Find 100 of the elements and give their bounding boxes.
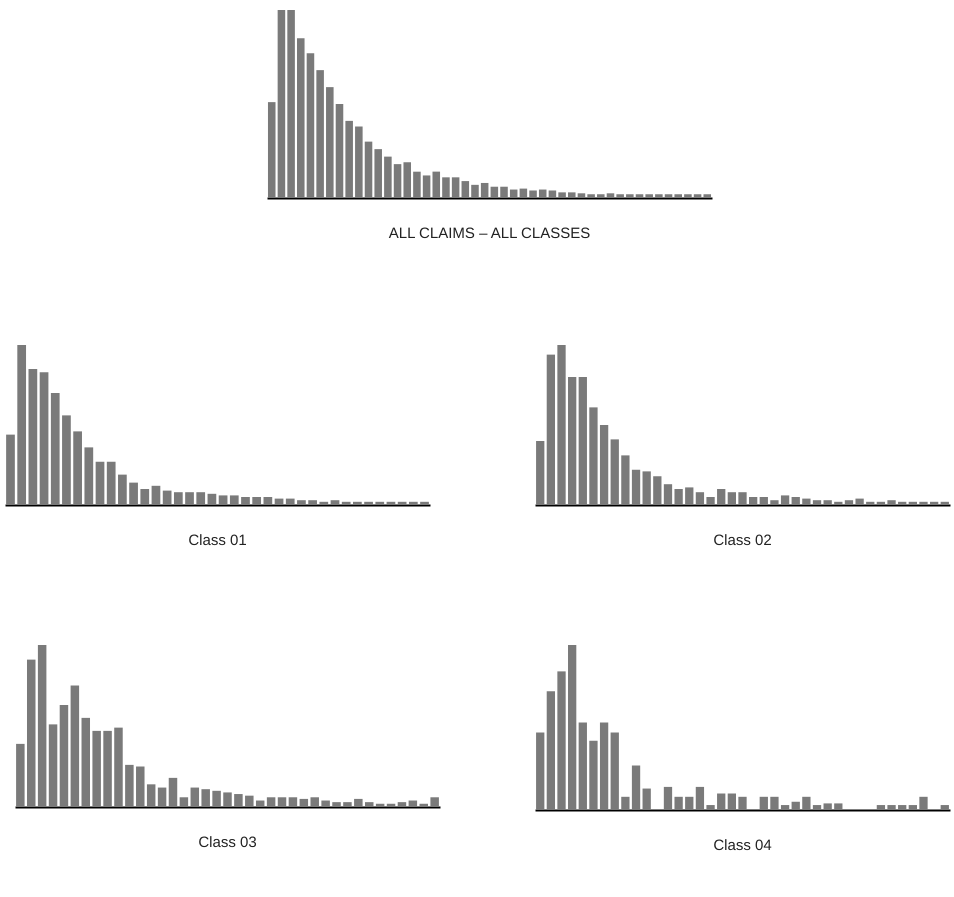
bar xyxy=(760,497,768,505)
bar xyxy=(589,740,598,810)
bar xyxy=(706,805,715,810)
bar xyxy=(430,797,439,807)
bar xyxy=(748,497,758,505)
bar xyxy=(28,369,38,505)
bar xyxy=(286,498,295,505)
bar xyxy=(374,149,382,198)
bar xyxy=(685,487,694,505)
bar xyxy=(300,798,308,807)
bar xyxy=(578,377,587,505)
bar xyxy=(442,177,450,198)
bar xyxy=(408,502,418,505)
bar xyxy=(118,474,127,505)
bar xyxy=(241,497,250,505)
bar xyxy=(802,796,811,810)
bar xyxy=(792,497,800,505)
bar xyxy=(6,434,15,505)
bar xyxy=(876,502,886,505)
bar xyxy=(876,805,886,810)
bar xyxy=(96,462,104,505)
bar xyxy=(728,492,736,505)
bar xyxy=(626,194,634,198)
bar xyxy=(738,492,747,505)
bar xyxy=(278,797,286,807)
bar xyxy=(398,502,406,505)
text: Class 01 xyxy=(188,532,247,549)
bar xyxy=(343,802,352,807)
bar xyxy=(413,172,421,198)
bar xyxy=(645,194,653,198)
bar xyxy=(600,425,608,505)
bar xyxy=(824,500,832,505)
bar xyxy=(908,805,917,810)
bar xyxy=(16,744,25,807)
bar xyxy=(223,792,232,807)
bar xyxy=(834,803,842,810)
bar xyxy=(422,175,430,198)
bar xyxy=(196,492,206,505)
bar xyxy=(146,784,156,807)
bar xyxy=(536,441,544,505)
bar xyxy=(655,194,663,198)
text: Class 02 xyxy=(713,532,772,549)
bar xyxy=(420,804,428,807)
bar xyxy=(940,805,949,810)
bar xyxy=(490,186,498,198)
bar xyxy=(462,181,470,198)
bar xyxy=(520,188,528,198)
bar xyxy=(354,798,363,807)
bar xyxy=(398,802,406,807)
bar xyxy=(310,797,319,807)
bar xyxy=(696,786,704,810)
bar xyxy=(636,194,644,198)
bar xyxy=(706,497,715,505)
bar xyxy=(266,797,276,807)
bar xyxy=(190,788,200,807)
bar xyxy=(642,788,651,810)
bar xyxy=(353,502,362,505)
bar xyxy=(386,804,396,807)
bar xyxy=(780,805,790,810)
bar xyxy=(653,476,662,505)
bar xyxy=(140,489,150,505)
bar xyxy=(546,354,556,505)
bar xyxy=(355,126,363,198)
bar xyxy=(632,765,640,810)
bar xyxy=(386,502,396,505)
bar xyxy=(558,192,566,198)
bar xyxy=(780,495,790,505)
bar xyxy=(364,802,374,807)
bar xyxy=(316,70,324,198)
bar xyxy=(621,455,630,505)
bar xyxy=(125,764,134,807)
bar xyxy=(684,194,692,198)
bar xyxy=(40,372,48,505)
bar xyxy=(252,497,262,505)
bar xyxy=(60,704,68,807)
bar xyxy=(136,766,145,807)
bar xyxy=(306,53,314,198)
bar xyxy=(557,671,566,810)
bar xyxy=(600,722,608,810)
bar xyxy=(855,498,864,505)
bar xyxy=(106,462,116,505)
bar xyxy=(919,796,928,810)
bar xyxy=(342,502,351,505)
bar xyxy=(589,407,598,505)
bar xyxy=(48,724,58,807)
bar xyxy=(432,172,440,198)
bar xyxy=(297,38,305,198)
bar xyxy=(73,431,82,505)
bar xyxy=(180,797,188,807)
bar xyxy=(568,377,576,505)
bar xyxy=(274,498,284,505)
bar xyxy=(908,502,917,505)
bar xyxy=(834,502,842,505)
bar xyxy=(230,495,239,505)
bar xyxy=(610,439,619,505)
bar xyxy=(510,190,518,198)
bar xyxy=(696,492,704,505)
bar xyxy=(632,470,640,505)
bar xyxy=(234,794,243,807)
bar xyxy=(728,794,736,810)
